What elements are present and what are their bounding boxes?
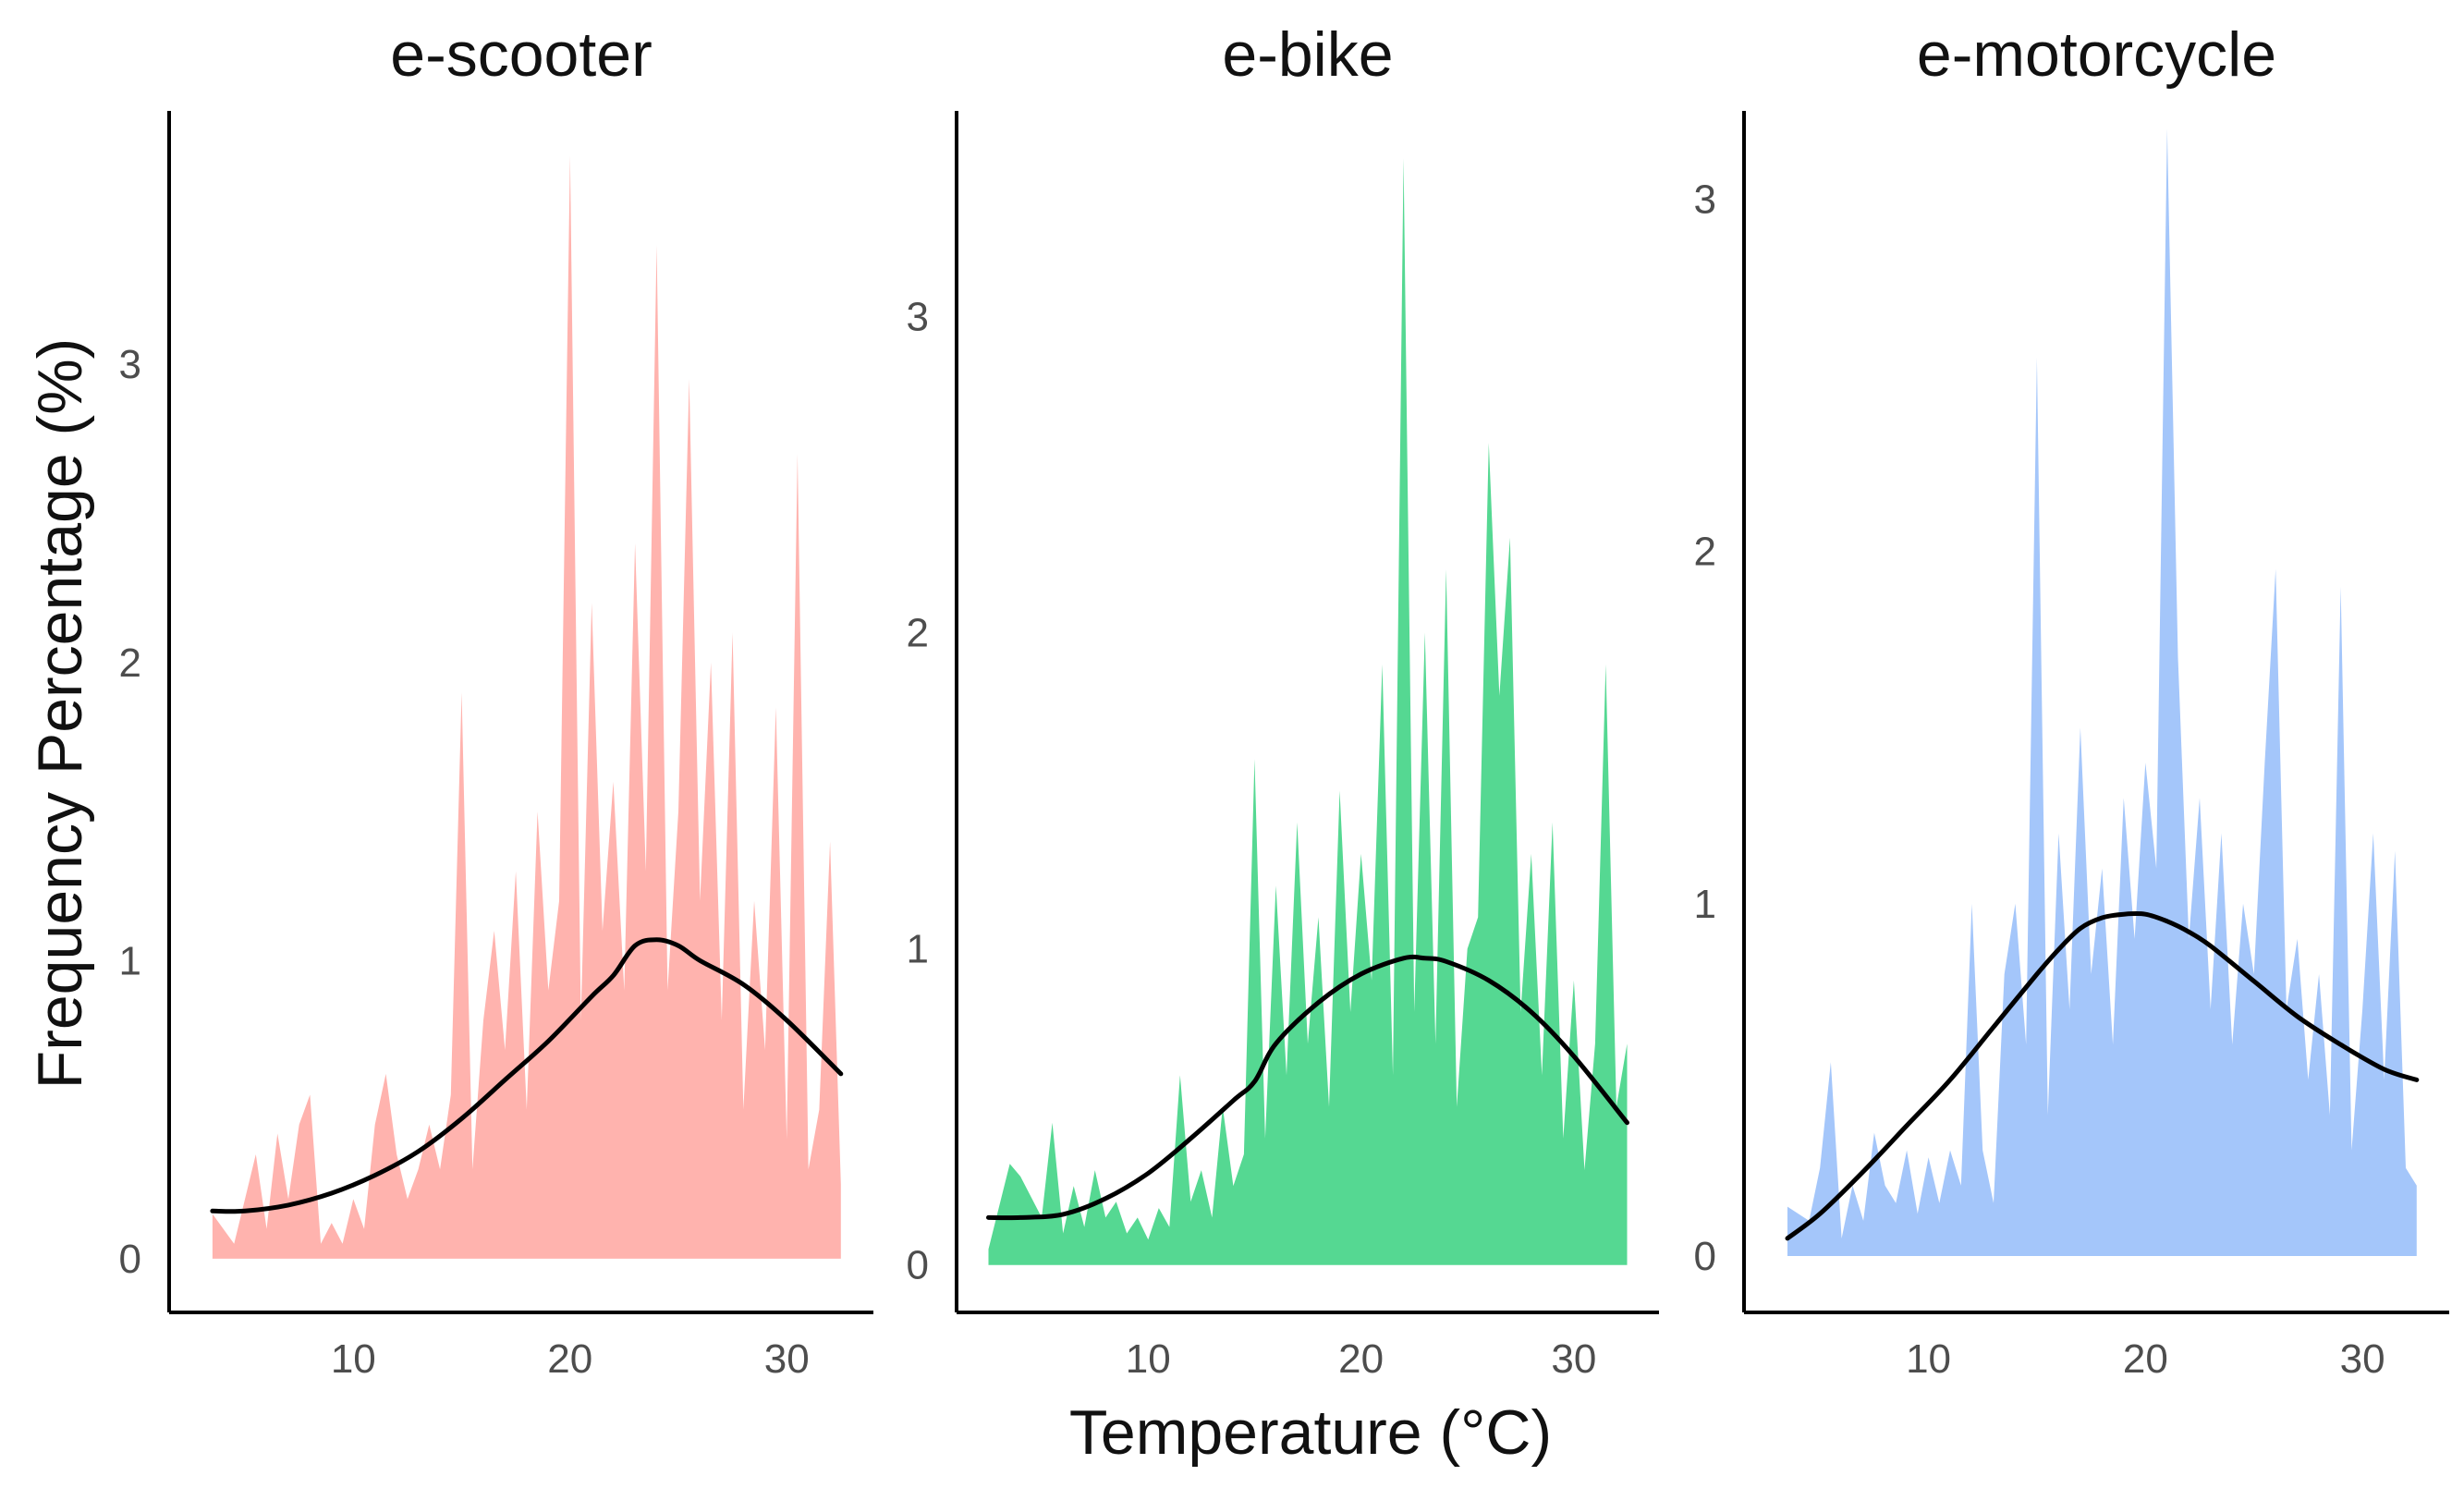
y-axis-title: Frequency Percentage (%) xyxy=(25,338,95,1090)
y-tick-label: 2 xyxy=(119,640,141,686)
y-tick-label: 3 xyxy=(1694,177,1716,222)
panel-title: e-motorcycle xyxy=(1917,19,2276,90)
panel-e-scooter: e-scooter 0 1 2 3 10 20 30 xyxy=(119,19,873,1382)
smooth-trend-line xyxy=(1785,910,2420,1241)
x-tick-label: 20 xyxy=(1338,1336,1384,1382)
frequency-area xyxy=(988,158,1628,1265)
y-tick-label: 0 xyxy=(907,1243,929,1288)
y-tick-label: 1 xyxy=(119,938,141,983)
x-tick-label: 30 xyxy=(2340,1336,2385,1382)
x-tick-label: 10 xyxy=(1906,1336,1951,1382)
x-tick-label: 30 xyxy=(764,1336,810,1382)
y-tick-label: 2 xyxy=(907,610,929,655)
panel-e-motorcycle: e-motorcycle 0 1 2 3 10 20 30 xyxy=(1694,19,2449,1382)
x-tick-label: 10 xyxy=(331,1336,376,1382)
smooth-trend-line xyxy=(210,937,844,1214)
y-tick-label: 0 xyxy=(119,1237,141,1282)
panel-title: e-bike xyxy=(1222,19,1393,90)
x-tick-label: 10 xyxy=(1126,1336,1171,1382)
x-tick-label: 20 xyxy=(547,1336,592,1382)
smooth-trend-line xyxy=(986,954,1629,1221)
y-tick-label: 3 xyxy=(119,342,141,387)
frequency-area xyxy=(1787,128,2417,1257)
panel-title: e-scooter xyxy=(390,19,652,90)
y-tick-label: 2 xyxy=(1694,530,1716,575)
frequency-area xyxy=(212,155,841,1259)
y-tick-label: 1 xyxy=(1694,882,1716,927)
x-tick-label: 30 xyxy=(1551,1336,1596,1382)
panel-e-bike: e-bike 0 1 2 3 10 20 30 xyxy=(907,19,1659,1382)
x-axis-title: Temperature (°C) xyxy=(1069,1397,1552,1468)
x-tick-label: 20 xyxy=(2123,1336,2168,1382)
y-tick-label: 1 xyxy=(907,927,929,972)
y-tick-label: 0 xyxy=(1694,1234,1716,1279)
y-tick-label: 3 xyxy=(907,294,929,339)
